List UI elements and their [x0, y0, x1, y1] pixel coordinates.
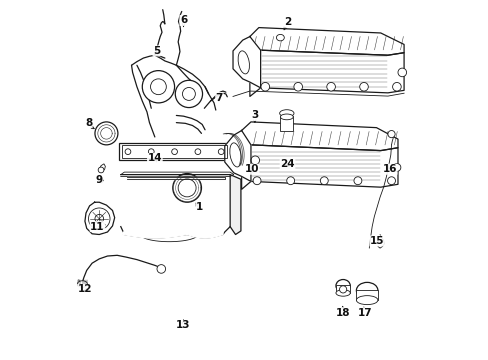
Text: 8: 8 [85, 118, 92, 128]
Text: 16: 16 [382, 164, 396, 174]
Text: 14: 14 [147, 153, 162, 163]
Polygon shape [121, 175, 230, 234]
Text: 1: 1 [196, 202, 203, 212]
Ellipse shape [279, 110, 293, 117]
Circle shape [182, 87, 195, 100]
Circle shape [172, 174, 201, 202]
Polygon shape [249, 28, 403, 59]
Polygon shape [241, 122, 397, 153]
Polygon shape [241, 145, 397, 189]
Circle shape [88, 208, 110, 229]
Ellipse shape [77, 281, 87, 287]
Circle shape [150, 79, 166, 95]
Text: 7: 7 [215, 93, 223, 103]
Text: 17: 17 [357, 308, 371, 318]
Circle shape [326, 82, 335, 91]
Ellipse shape [335, 290, 349, 296]
Polygon shape [224, 131, 250, 181]
Text: 24: 24 [280, 159, 294, 169]
Ellipse shape [229, 143, 241, 167]
Polygon shape [121, 172, 233, 176]
Bar [280, 116, 293, 131]
Ellipse shape [356, 282, 377, 298]
Circle shape [261, 82, 269, 91]
Bar [122, 145, 227, 158]
Circle shape [142, 71, 174, 103]
Text: 11: 11 [90, 222, 104, 231]
Circle shape [171, 149, 177, 154]
Ellipse shape [238, 51, 249, 74]
Circle shape [95, 122, 118, 145]
Circle shape [359, 82, 367, 91]
Text: 12: 12 [78, 284, 92, 294]
Circle shape [392, 82, 400, 91]
Text: 3: 3 [251, 111, 258, 121]
Text: 5: 5 [153, 46, 160, 56]
Ellipse shape [335, 279, 349, 292]
Circle shape [353, 177, 361, 185]
Text: 18: 18 [335, 308, 349, 318]
Circle shape [178, 179, 196, 197]
Ellipse shape [356, 296, 377, 305]
Circle shape [175, 80, 202, 108]
Ellipse shape [280, 114, 293, 120]
Circle shape [250, 156, 259, 165]
Circle shape [95, 215, 103, 223]
Circle shape [387, 177, 395, 185]
Circle shape [392, 163, 400, 171]
Circle shape [320, 177, 327, 185]
Circle shape [148, 149, 154, 154]
Polygon shape [123, 232, 223, 238]
Text: 10: 10 [244, 164, 258, 174]
Circle shape [339, 286, 346, 293]
Circle shape [218, 149, 224, 154]
Circle shape [286, 177, 294, 185]
Text: 2: 2 [284, 17, 290, 27]
Ellipse shape [276, 35, 284, 41]
Circle shape [98, 167, 104, 173]
Bar [356, 290, 377, 300]
Bar [119, 143, 230, 160]
Circle shape [293, 82, 302, 91]
Text: 15: 15 [369, 236, 384, 246]
Circle shape [157, 265, 165, 273]
Circle shape [125, 149, 131, 154]
Polygon shape [85, 202, 115, 234]
Polygon shape [249, 50, 403, 96]
Polygon shape [233, 37, 260, 88]
Circle shape [253, 177, 261, 185]
Text: 13: 13 [176, 320, 190, 330]
Circle shape [397, 68, 406, 77]
Bar [335, 285, 349, 293]
Text: 6: 6 [180, 15, 187, 26]
Polygon shape [230, 175, 241, 234]
Circle shape [195, 149, 201, 154]
Circle shape [387, 131, 394, 138]
Polygon shape [126, 177, 224, 179]
Text: 9: 9 [96, 175, 102, 185]
